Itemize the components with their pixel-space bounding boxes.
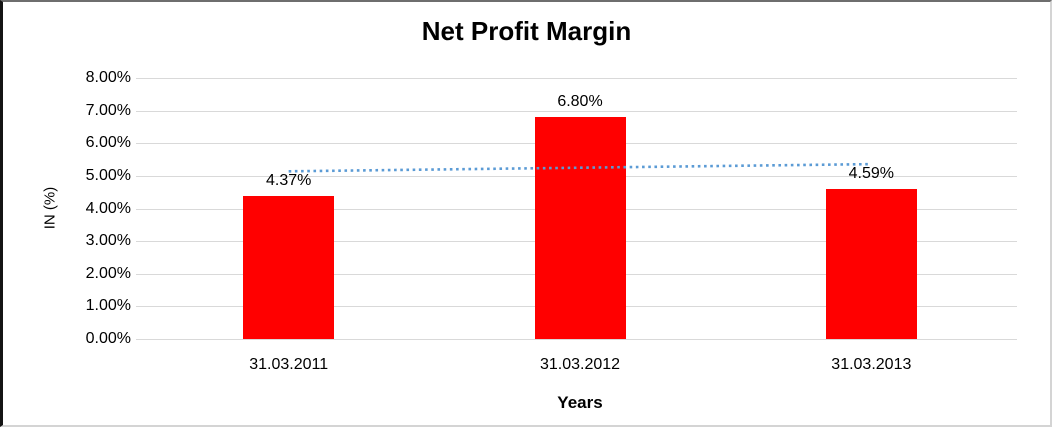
y-tick-label: 1.00% — [85, 297, 131, 315]
x-tick-label: 31.03.2011 — [249, 356, 329, 373]
chart-title: Net Profit Margin — [421, 16, 632, 46]
y-tick-label: 7.00% — [85, 101, 131, 119]
bar-data-label: 4.59% — [848, 165, 895, 183]
plot-area: 4.37% 6.80% 4.59% — [136, 78, 1017, 340]
bar-data-label: 4.37% — [265, 172, 312, 190]
bar-31.03.2013 — [825, 189, 917, 339]
bar-31.03.2012 — [534, 117, 626, 339]
trendline — [288, 162, 872, 173]
x-tick-label: 31.03.2012 — [539, 356, 621, 373]
gridline — [136, 110, 1017, 112]
bar-31.03.2011 — [243, 196, 335, 339]
trendline-segment — [288, 162, 872, 173]
y-tick-label: 6.00% — [85, 134, 131, 152]
y-tick-label: 8.00% — [85, 69, 131, 86]
y-tick-label: 4.00% — [85, 199, 131, 217]
x-axis-labels: 31.03.2011 31.03.2012 31.03.2013 — [143, 356, 1017, 376]
y-tick-label: 5.00% — [85, 166, 131, 184]
bar-data-label: 6.80% — [557, 93, 603, 111]
gridline — [136, 339, 1017, 340]
x-axis-title: Years — [557, 393, 603, 412]
x-tick-label: 31.03.2013 — [831, 356, 912, 373]
data-labels: 4.37% 6.80% 4.59% — [143, 78, 1017, 339]
bars — [143, 78, 1017, 339]
y-tick-label: 2.00% — [85, 264, 131, 282]
gridline — [136, 78, 1017, 79]
y-tick-label: 0.00% — [85, 330, 131, 347]
y-tick-label: 3.00% — [85, 232, 131, 250]
